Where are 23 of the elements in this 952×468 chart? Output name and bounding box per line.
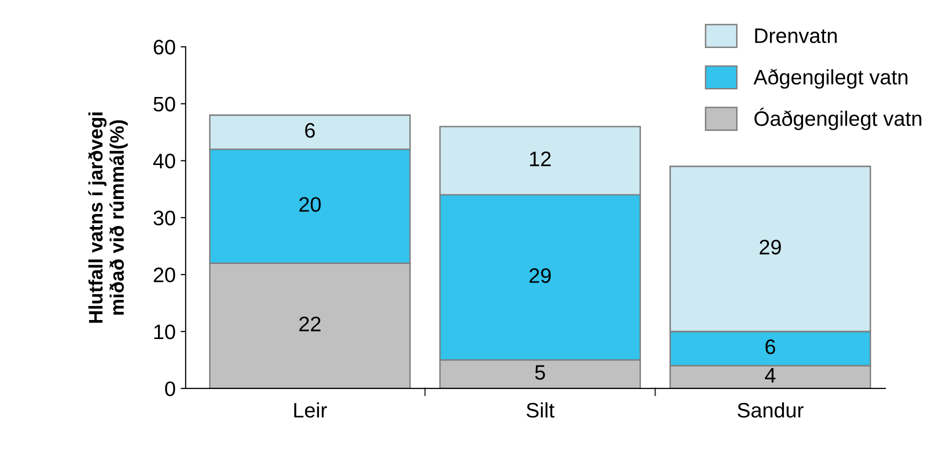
data-label: 29 <box>530 268 551 283</box>
data-label: 5 <box>535 365 546 380</box>
data-label: 12 <box>530 152 551 166</box>
data-label: 6 <box>766 339 776 354</box>
y-tick-label: 20 <box>154 268 176 282</box>
data-label: 22 <box>299 316 320 332</box>
data-label: 4 <box>764 368 776 382</box>
data-label: 6 <box>305 123 315 138</box>
x-tick-label: Silt <box>526 402 554 418</box>
y-axis-title: Hlutfall vatns í jarðvegi miðað við rúmmál(%) <box>88 112 128 323</box>
y-tick-label: 60 <box>154 40 176 55</box>
y-tick-label: 50 <box>154 96 176 112</box>
x-tick-label: Leir <box>294 402 327 418</box>
y-tick-label: 30 <box>154 210 176 226</box>
x-tick-label: Sandur <box>738 402 804 418</box>
legend-label: Óaðgengilegt vatn <box>754 108 922 130</box>
legend-label: Drenvatn <box>755 28 837 44</box>
y-tick-label: 10 <box>154 324 176 340</box>
y-tick-label: 0 <box>165 381 176 396</box>
legend-label: Aðgengilegt vatn <box>754 68 908 89</box>
data-label: 29 <box>760 240 781 255</box>
y-tick-label: 40 <box>153 154 176 168</box>
data-label: 20 <box>299 197 321 212</box>
